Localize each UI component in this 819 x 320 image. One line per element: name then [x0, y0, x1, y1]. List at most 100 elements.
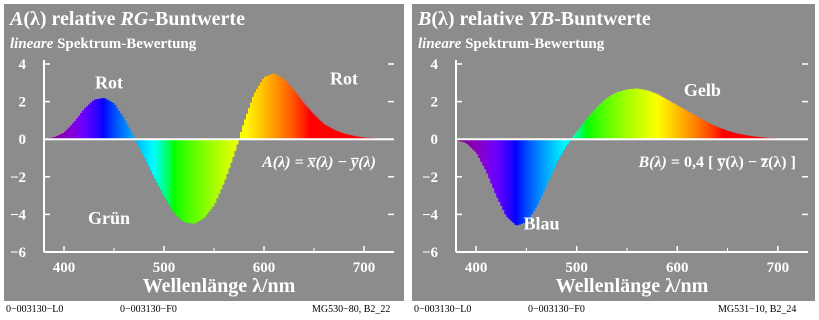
- spectrum-strip: [298, 96, 301, 140]
- spectrum-strip: [598, 104, 602, 140]
- spectrum-strip: [562, 139, 566, 150]
- spectrum-strip: [306, 106, 309, 140]
- spectrum-strip: [741, 134, 745, 140]
- spectrum-strip: [530, 139, 533, 215]
- spectrum-strip: [174, 139, 177, 214]
- spectrum-strip: [727, 131, 730, 140]
- spectrum-strip: [671, 102, 674, 140]
- spectrum-strip: [332, 129, 335, 140]
- y-tick-label: −6: [10, 245, 27, 261]
- spectrum-strip: [286, 82, 289, 140]
- spectrum-strip: [58, 134, 61, 140]
- spectrum-strip: [600, 102, 604, 140]
- spectrum-strip: [148, 139, 151, 167]
- spectrum-strip: [222, 139, 225, 185]
- spectrum-strip: [216, 139, 219, 199]
- spectrum-strip: [703, 120, 706, 140]
- spectrum-strip: [290, 86, 293, 140]
- y-tick-label: −2: [10, 170, 26, 186]
- spectrum-strip: [466, 139, 469, 144]
- footer-right-code: MG531−10, B2_24: [718, 304, 797, 315]
- spectrum-strip: [464, 139, 467, 143]
- spectrum-strip: [649, 91, 652, 140]
- y-tick-label: −4: [422, 207, 439, 223]
- spectrum-strip: [500, 139, 503, 206]
- x-axis-label: Wellenlänge λ/nm: [556, 275, 709, 297]
- spectrum-strip: [284, 80, 287, 140]
- spectrum-strip: [266, 76, 269, 140]
- spectrum-strip: [82, 110, 85, 140]
- spectrum-strip: [626, 89, 630, 140]
- spectrum-strip: [661, 96, 664, 140]
- spectrum-strip: [320, 121, 323, 140]
- spectrum-strip: [228, 139, 231, 169]
- spectrum-strip: [340, 132, 343, 140]
- spectrum-strip: [210, 139, 213, 209]
- spectrum-strip: [316, 117, 319, 140]
- spectrum-strip: [74, 120, 77, 140]
- spectrum-strip: [252, 96, 255, 140]
- spectrum-strip: [737, 133, 741, 140]
- spectrum-strip: [564, 139, 568, 147]
- spectrum-strip: [344, 133, 347, 140]
- spectrum-strip: [616, 91, 620, 140]
- spectrum-strip: [166, 139, 169, 201]
- spectrum-strip: [542, 139, 545, 192]
- spectrum-strip: [140, 139, 143, 151]
- spectrum-strip: [586, 117, 590, 140]
- spectrum-strip: [162, 139, 165, 194]
- spectrum-strip: [300, 99, 303, 140]
- spectrum-strip: [260, 82, 263, 140]
- spectrum-strip: [170, 139, 173, 208]
- spectrum-strip: [278, 76, 281, 140]
- spectrum-strip: [574, 133, 578, 140]
- spectrum-strip: [478, 139, 481, 158]
- spectrum-strip: [536, 139, 539, 205]
- spectrum-strip: [76, 118, 79, 140]
- spectrum-strip: [258, 85, 261, 140]
- y-tick-label: 0: [431, 132, 439, 148]
- spectrum-strip: [168, 139, 171, 205]
- spectrum-strip: [506, 139, 509, 218]
- y-tick-label: −4: [10, 207, 27, 223]
- spectrum-strip: [675, 104, 678, 140]
- spectrum-strip: [96, 99, 99, 140]
- spectrum-strip: [158, 139, 161, 187]
- series-annotation: Blau: [523, 213, 559, 233]
- spectrum-strip: [150, 139, 153, 171]
- spectrum-strip: [508, 139, 511, 220]
- spectrum-strip: [196, 139, 199, 223]
- spectrum-strip: [751, 136, 755, 140]
- spectrum-strip: [132, 135, 135, 140]
- spectrum-strip: [78, 115, 81, 140]
- spectrum-strip: [618, 91, 622, 140]
- spectrum-strip: [152, 139, 155, 175]
- spectrum-strip: [84, 108, 87, 140]
- spectrum-strip: [474, 139, 477, 152]
- spectrum-strip: [232, 139, 235, 158]
- spectrum-strip: [532, 139, 535, 212]
- spectrum-strip: [218, 139, 221, 194]
- spectrum-strip: [552, 139, 555, 169]
- spectrum-strip: [476, 139, 479, 155]
- spectrum-strip: [310, 111, 313, 140]
- spectrum-strip: [667, 100, 670, 140]
- spectrum-strip: [679, 107, 682, 140]
- x-tick-label: 600: [253, 260, 276, 276]
- spectrum-strip: [685, 110, 688, 140]
- spectrum-strip: [620, 90, 624, 140]
- chart-title: A(λ) relative RG-Buntwerte: [8, 8, 245, 30]
- spectrum-strip: [514, 139, 517, 225]
- spectrum-strip: [312, 113, 315, 140]
- footer-left-code-1: 0−003130−L0: [414, 304, 472, 315]
- spectrum-strip: [522, 139, 525, 224]
- spectrum-strip: [721, 128, 724, 140]
- spectrum-strip: [208, 139, 211, 212]
- spectrum-strip: [558, 139, 561, 157]
- spectrum-strip: [128, 127, 131, 140]
- spectrum-strip: [528, 139, 531, 218]
- spectrum-fill: [44, 73, 395, 224]
- spectrum-strip: [681, 108, 684, 140]
- spectrum-strip: [186, 139, 189, 223]
- spectrum-strip: [98, 98, 101, 140]
